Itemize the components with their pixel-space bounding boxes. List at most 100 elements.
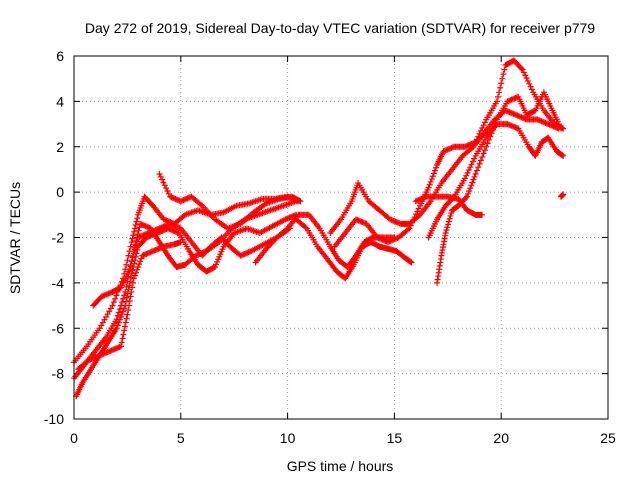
data-point	[135, 263, 142, 270]
data-point	[126, 302, 133, 309]
data-point	[476, 130, 483, 137]
data-point	[127, 293, 134, 300]
data-point	[127, 262, 134, 269]
data-point	[475, 164, 482, 171]
series-track-11	[412, 193, 485, 218]
data-point	[123, 315, 130, 322]
x-axis-label: GPS time / hours	[287, 458, 394, 474]
data-point	[472, 139, 479, 146]
data-point	[132, 242, 139, 249]
data-point	[558, 125, 565, 132]
series-track-1	[71, 193, 302, 366]
y-tick-label: -6	[52, 320, 65, 336]
data-point	[122, 319, 129, 326]
data-point	[462, 194, 469, 201]
data-point	[117, 343, 124, 350]
data-point	[468, 161, 475, 168]
data-point	[118, 339, 125, 346]
data-point	[491, 123, 498, 130]
data-point	[469, 179, 476, 186]
data-point	[444, 224, 451, 231]
data-point	[522, 72, 529, 79]
data-point	[467, 164, 474, 171]
chart-title: Day 272 of 2019, Sidereal Day-to-day VTE…	[85, 20, 595, 36]
data-point	[409, 219, 416, 226]
data-point	[477, 127, 484, 134]
data-point	[463, 172, 470, 179]
data-point	[477, 157, 484, 164]
data-point	[160, 179, 167, 186]
data-point	[121, 327, 128, 334]
data-point	[120, 295, 127, 302]
data-point	[129, 284, 136, 291]
data-point	[164, 187, 171, 194]
data-point	[528, 86, 535, 93]
data-point	[126, 298, 133, 305]
data-point	[484, 140, 491, 147]
data-point	[481, 119, 488, 126]
data-point	[496, 89, 503, 96]
data-point	[411, 214, 418, 221]
data-point	[117, 313, 124, 320]
data-point	[487, 133, 494, 140]
data-point	[124, 290, 131, 297]
data-point	[442, 229, 449, 236]
y-tick-label: -2	[52, 230, 65, 246]
data-point	[480, 122, 487, 129]
data-point	[112, 295, 119, 302]
data-point	[110, 299, 117, 306]
y-axis-label: SDTVAR / TECUs	[7, 182, 23, 294]
data-point	[136, 261, 143, 268]
data-point	[121, 323, 128, 330]
series-track-8	[293, 216, 415, 282]
data-point	[135, 227, 142, 234]
data-point	[137, 258, 144, 265]
data-point	[471, 155, 478, 162]
x-tick-label: 15	[387, 430, 403, 446]
data-point	[428, 176, 435, 183]
series-track-9	[327, 107, 562, 236]
data-point	[131, 272, 138, 279]
y-tick-label: -8	[52, 366, 65, 382]
data-point	[450, 194, 457, 201]
data-point	[479, 153, 486, 160]
data-point	[430, 170, 437, 177]
data-point	[134, 266, 141, 273]
data-point	[480, 150, 487, 157]
series-track-6	[156, 170, 304, 232]
data-point	[481, 147, 488, 154]
axis-tick-labels: 0 5 10 15 20 25 -10 -8 -6 -4 -2 0 2 4 6	[44, 48, 616, 446]
data-point	[489, 126, 496, 133]
data-point	[467, 185, 474, 192]
data-point	[479, 125, 486, 132]
data-point	[129, 235, 136, 242]
data-points	[71, 57, 567, 400]
x-tick-label: 20	[493, 430, 509, 446]
data-point	[131, 225, 138, 232]
data-point	[131, 246, 138, 253]
data-point	[466, 187, 473, 194]
y-tick-label: -10	[44, 411, 64, 427]
data-point	[123, 294, 130, 301]
data-point	[494, 93, 501, 100]
data-point	[429, 173, 436, 180]
y-tick-label: 0	[56, 184, 64, 200]
data-point	[127, 278, 134, 285]
data-point	[520, 69, 527, 76]
data-point	[161, 182, 168, 189]
data-point	[518, 65, 525, 72]
data-point	[119, 335, 126, 342]
data-point	[500, 71, 507, 78]
data-point	[165, 190, 172, 197]
data-point	[156, 170, 163, 177]
data-point	[177, 239, 184, 246]
data-point	[447, 212, 454, 219]
data-point	[414, 208, 421, 215]
data-point	[492, 119, 499, 126]
data-point	[302, 224, 309, 231]
data-point	[128, 258, 135, 265]
data-point	[114, 322, 121, 329]
data-point	[138, 255, 145, 262]
data-point	[128, 239, 135, 246]
data-point	[465, 167, 472, 174]
